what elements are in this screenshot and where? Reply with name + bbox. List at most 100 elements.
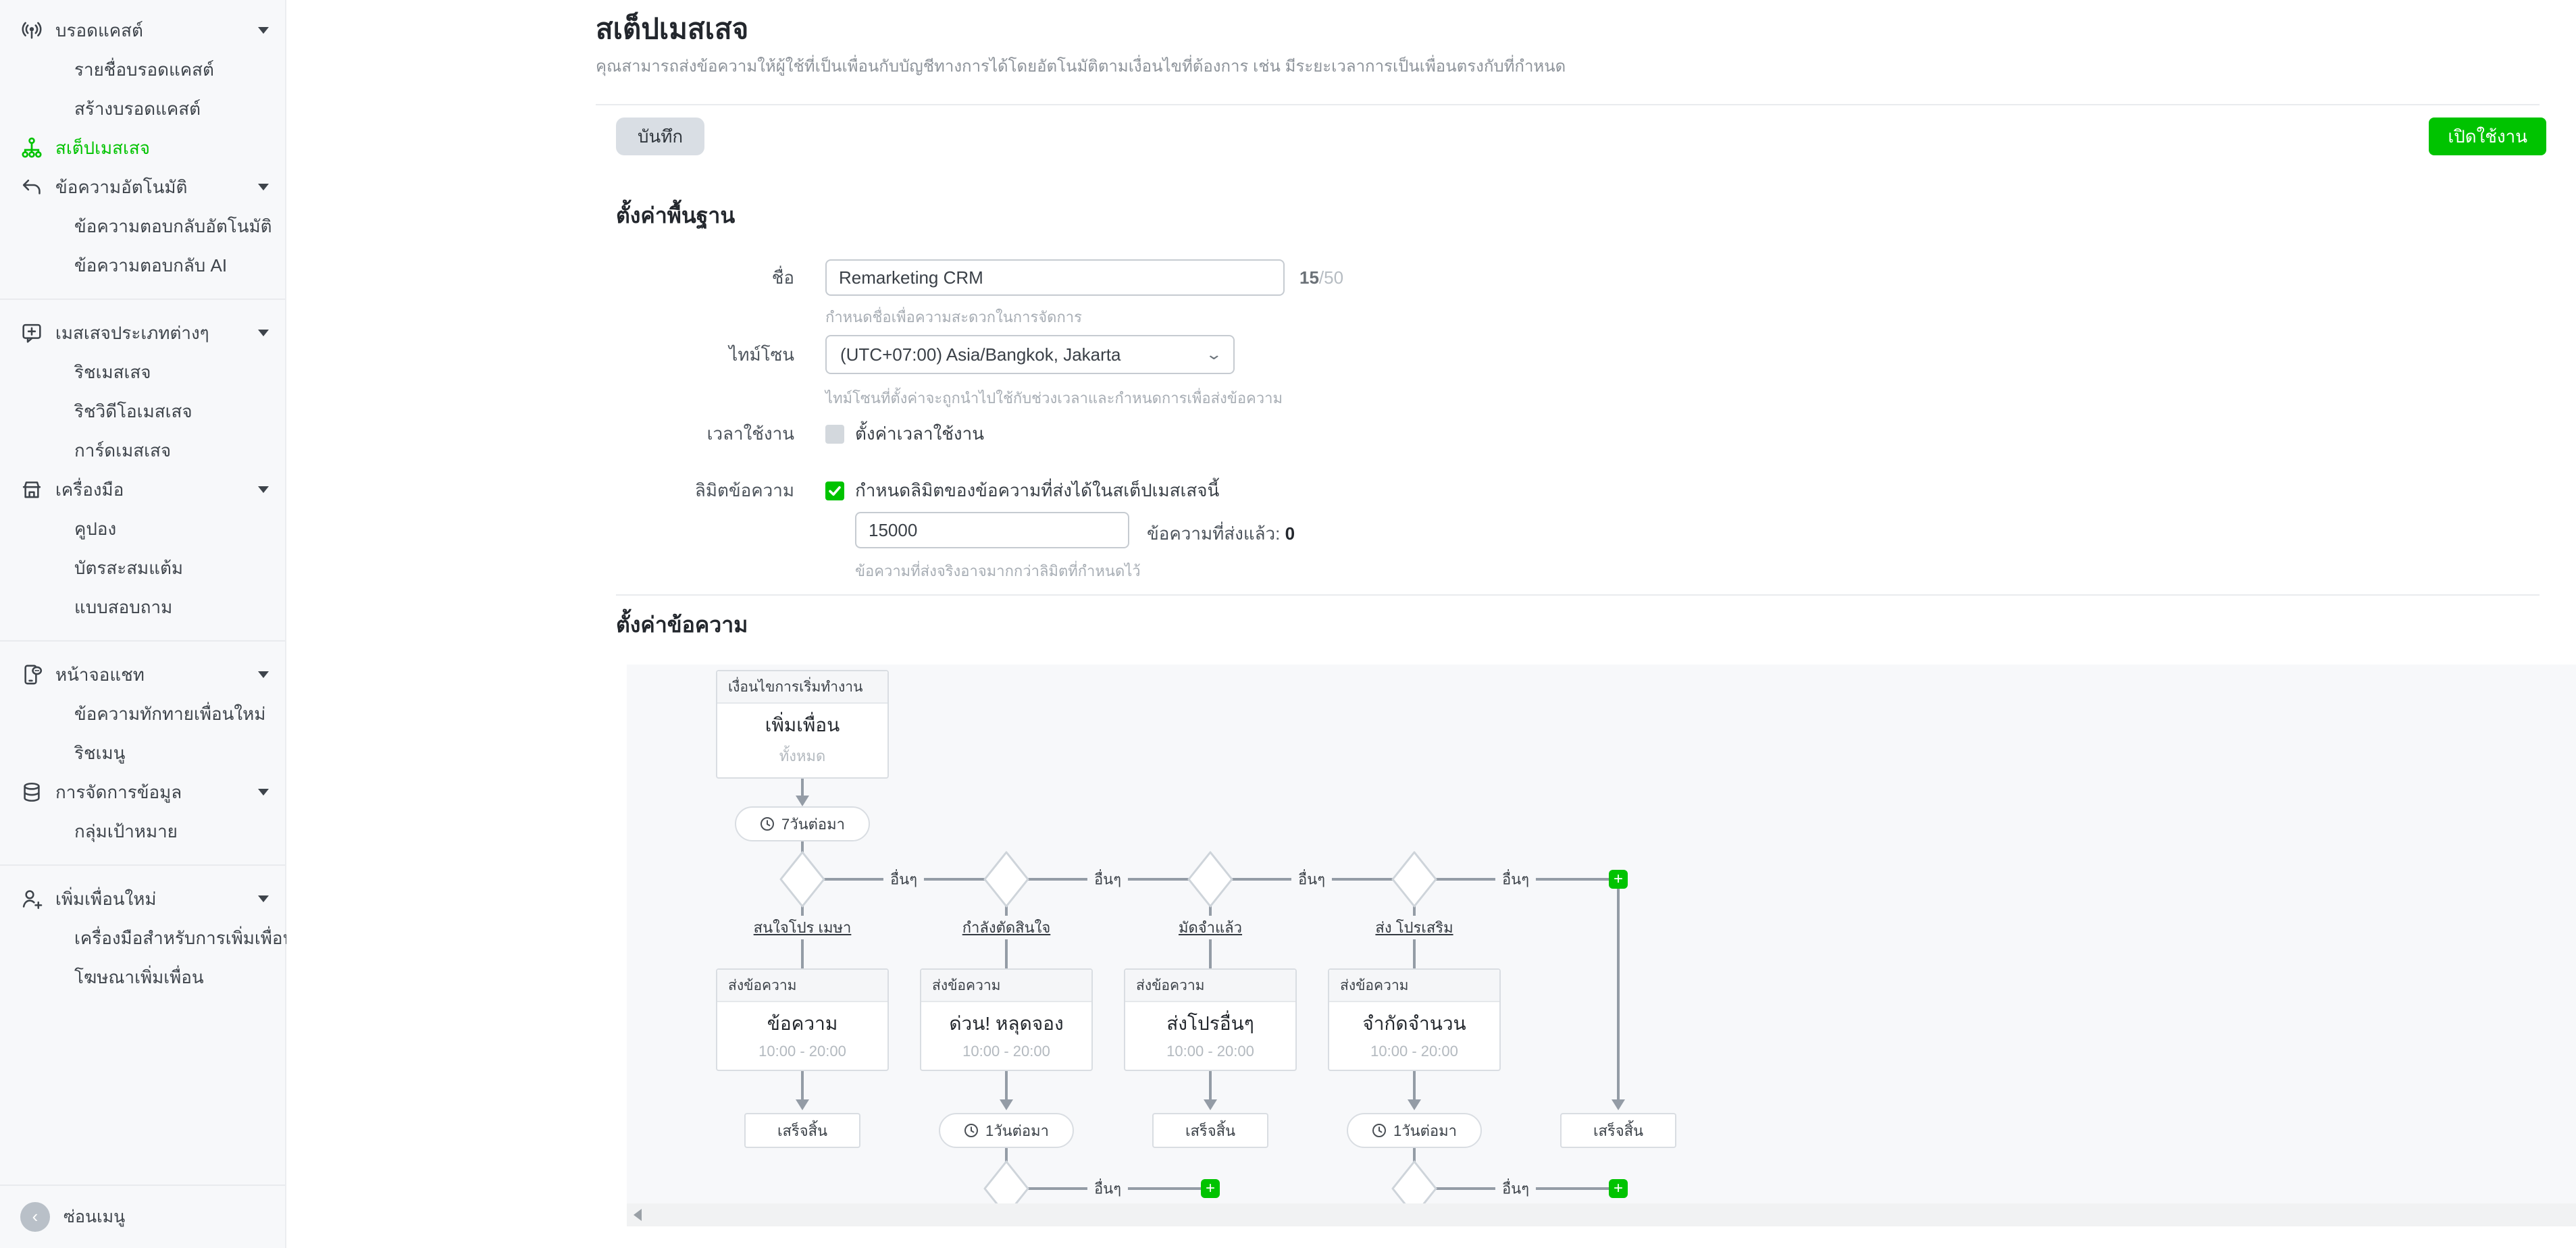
branch-other-label: อื่นๆ [1495,867,1537,891]
limit-option-label: กำหนดลิมิตของข้อความที่ส่งได้ในสเต็ปเมสเ… [855,480,1220,500]
sidebar-item-label: หน้าจอแชท [55,664,145,685]
branch-condition-link[interactable]: ส่ง โปรเสริม [1370,916,1459,939]
step-message-flow-canvas[interactable]: เงื่อนไขการเริ่มทำงาน เพิ่มเพื่อน ทั้งหม… [627,665,2576,1226]
sidebar-item-survey[interactable]: แบบสอบถาม [74,596,173,617]
sidebar-item-card-message[interactable]: การ์ดเมสเสจ [74,440,172,461]
limit-input[interactable] [855,512,1129,548]
sidebar-item-broadcast-list[interactable]: รายชื่อบรอดแคสต์ [74,59,214,80]
limit-input-row [855,512,1129,548]
timezone-value: (UTC+07:00) Asia/Bangkok, Jakarta [840,344,1121,365]
send-message-node[interactable]: ส่งข้อความ ส่งโปรอื่นๆ 10:00 - 20:00 [1124,968,1297,1071]
sidebar-item-greeting-message[interactable]: ข้อความทักทายเพื่อนใหม่ [74,703,266,724]
chevron-down-icon [258,184,269,190]
send-message-node[interactable]: ส่งข้อความ จำกัดจำนวน 10:00 - 20:00 [1328,968,1501,1071]
message-node-title: ด่วน! หลุดจอง [949,1013,1064,1034]
timezone-label: ไทม์โซน [729,344,794,365]
message-node-time: 10:00 - 20:00 [1166,1043,1254,1060]
branch-condition-link[interactable]: สนใจโปร เมษา [748,916,857,939]
add-branch-button[interactable]: + [1201,1179,1220,1198]
wait-1day-node[interactable]: 1วันต่อมา [939,1113,1074,1148]
timezone-help-text: ไทม์โซนที่ตั้งค่าจะถูกนำไปใช้กับช่วงเวลา… [825,390,1283,407]
add-branch-button[interactable]: + [1609,870,1628,889]
sidebar-item-reward-card[interactable]: บัตรสะสมแต้ม [74,557,183,578]
sidebar-item-rich-message[interactable]: ริชเมสเสจ [74,361,151,382]
phone-chat-icon [24,665,43,685]
sent-count: ข้อความที่ส่งแล้ว: 0 [1147,523,1295,544]
done-node[interactable]: เสร็จสิ้น [744,1113,860,1148]
sidebar-item-rich-video-message[interactable]: ริชวิดีโอเมสเสจ [74,400,192,421]
active-time-label: เวลาใช้งาน [706,423,794,444]
chevron-down-icon [258,789,269,796]
name-char-counter: 15/50 [1299,267,1344,288]
add-branch-button[interactable]: + [1609,1179,1628,1198]
active-time-option-label: ตั้งค่าเวลาใช้งาน [855,423,985,444]
sidebar-item-gain-friends[interactable]: เพิ่มเพื่อนใหม่ [0,879,285,918]
clock-icon [964,1124,978,1137]
branch-other-label: อื่นๆ [883,867,925,891]
sidebar-item-broadcast[interactable]: บรอดแคสต์ [0,11,285,50]
clock-icon [1372,1124,1386,1137]
branch-condition-link[interactable]: มัดจำแล้ว [1173,916,1248,939]
sidebar-item-tools[interactable]: เครื่องมือ [0,470,285,509]
limit-checkbox[interactable] [825,481,844,500]
limit-label: ลิมิตข้อความ [694,480,794,500]
start-node-title: เพิ่มเพื่อน [765,714,840,735]
activate-button[interactable]: เปิดใช้งาน [2429,118,2546,155]
chevron-down-icon: ⌄ [1204,346,1222,363]
sidebar-item-audience[interactable]: กลุ่มเป้าหมาย [74,821,178,841]
sidebar-item-chat-screen[interactable]: หน้าจอแชท [0,655,285,694]
sidebar-item-ai-reply[interactable]: ข้อความตอบกลับ AI [74,255,228,276]
sidebar-item-label: เมสเสจประเภทต่างๆ [55,322,209,343]
sidebar-item-create-broadcast[interactable]: สร้างบรอดแคสต์ [74,98,201,119]
horizontal-scrollbar[interactable] [627,1203,2576,1226]
sidebar-item-label: ข้อความอัตโนมัติ [55,176,188,197]
timezone-select[interactable]: (UTC+07:00) Asia/Bangkok, Jakarta ⌄ [825,335,1235,374]
divider [616,594,2540,596]
sidebar-item-coupon[interactable]: คูปอง [74,518,117,539]
start-node-subtitle: ทั้งหมด [779,748,826,764]
done-node[interactable]: เสร็จสิ้น [1152,1113,1268,1148]
chevron-down-icon [258,27,269,34]
branch-other-label: อื่นๆ [1291,867,1333,891]
limit-row: ลิมิตข้อความ กำหนดลิมิตของข้อความที่ส่งไ… [616,477,1219,504]
send-message-node[interactable]: ส่งข้อความ ด่วน! หลุดจอง 10:00 - 20:00 [920,968,1093,1071]
scroll-left-arrow[interactable] [634,1209,642,1221]
main-content: สเต็ปเมสเสจ คุณสามารถส่งข้อความให้ผู้ใช้… [286,0,2576,1248]
flow-connectors [779,764,1625,1217]
check-icon [829,486,841,496]
chevron-down-icon [258,330,269,336]
sidebar-item-label: บรอดแคสต์ [55,20,143,41]
chevron-down-icon [258,895,269,902]
name-input[interactable] [825,259,1285,296]
name-label: ชื่อ [771,267,794,288]
sidebar-divider [0,640,285,642]
send-message-node[interactable]: ส่งข้อความ ข้อความ 10:00 - 20:00 [716,968,889,1071]
step-message-icon [22,137,42,158]
sidebar-item-message-types[interactable]: เมสเสจประเภทต่างๆ [0,313,285,353]
hide-menu-button[interactable]: ‹ ซ่อนเมนู [0,1185,285,1248]
sidebar-item-auto-reply[interactable]: ข้อความตอบกลับอัตโนมัติ [74,215,272,236]
message-node-title: ส่งโปรอื่นๆ [1166,1013,1254,1034]
basic-settings-title: ตั้งค่าพื้นฐาน [616,203,736,228]
page-description: คุณสามารถส่งข้อความให้ผู้ใช้ที่เป็นเพื่อ… [596,57,1566,76]
sidebar-item-auto-message[interactable]: ข้อความอัตโนมัติ [0,167,285,207]
done-node[interactable]: เสร็จสิ้น [1560,1113,1676,1148]
branch-condition-link[interactable]: กำลังตัดสินใจ [956,916,1056,939]
save-button[interactable]: บันทึก [616,118,705,155]
message-node-time: 10:00 - 20:00 [758,1043,846,1060]
sidebar-item-step-message[interactable]: สเต็ปเมสเสจ [0,128,285,167]
sidebar-item-friend-ads[interactable]: โฆษณาเพิ่มเพื่อน [74,966,204,987]
start-condition-node[interactable]: เงื่อนไขการเริ่มทำงาน เพิ่มเพื่อน ทั้งหม… [716,670,889,779]
sidebar-item-rich-menu[interactable]: ริชเมนู [74,742,126,763]
wait-7days-node[interactable]: 7วันต่อมา [735,806,870,841]
branch-other-label: อื่นๆ [1087,1176,1129,1201]
sidebar-item-data-management[interactable]: การจัดการข้อมูล [0,773,285,812]
add-friend-icon [22,890,43,909]
active-time-checkbox[interactable] [825,424,844,444]
message-node-time: 10:00 - 20:00 [1370,1043,1458,1060]
wait-1day-node[interactable]: 1วันต่อมา [1347,1113,1482,1148]
chevron-left-icon: ‹ [20,1202,50,1232]
sidebar-item-friend-tools[interactable]: เครื่องมือสำหรับการเพิ่มเพื่อน [74,927,295,948]
message-node-header: ส่งข้อความ [1329,970,1499,1002]
